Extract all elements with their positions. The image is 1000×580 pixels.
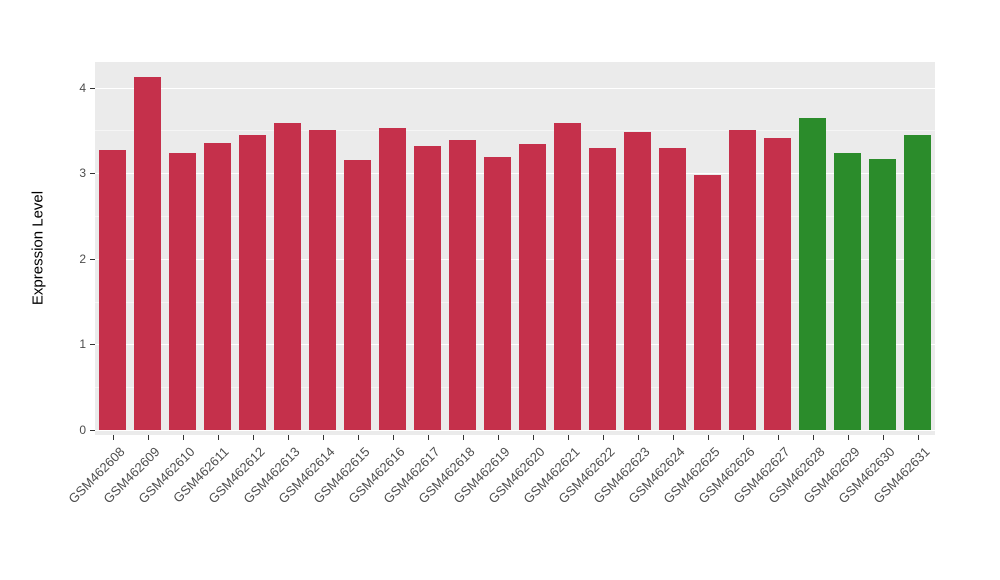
gridline-major <box>95 258 935 260</box>
x-axis-tick <box>742 435 744 440</box>
bar <box>764 138 791 430</box>
y-axis-tick <box>90 344 95 346</box>
bar <box>834 152 861 430</box>
bar <box>449 139 476 430</box>
x-axis-tick <box>392 435 394 440</box>
x-axis-tick <box>322 435 324 440</box>
bar <box>554 122 581 430</box>
x-axis-tick <box>497 435 499 440</box>
x-axis-tick <box>637 435 639 440</box>
bar <box>309 130 336 430</box>
bar <box>624 132 651 430</box>
y-tick-label: 2 <box>79 251 86 266</box>
plot-panel <box>95 62 935 435</box>
bar <box>589 148 616 430</box>
bar <box>519 144 546 430</box>
bar <box>239 134 266 430</box>
y-tick-label: 3 <box>79 166 86 181</box>
bar <box>99 150 126 430</box>
x-axis-tick <box>602 435 604 440</box>
bar <box>169 152 196 430</box>
y-tick-label: 1 <box>79 337 86 352</box>
x-axis-tick <box>462 435 464 440</box>
bar <box>414 145 441 430</box>
bar <box>904 134 931 430</box>
y-axis-tick <box>90 173 95 175</box>
gridline-minor <box>95 130 935 132</box>
gridline-major <box>95 430 935 431</box>
gridline-major <box>95 344 935 346</box>
x-axis-tick <box>532 435 534 440</box>
bar <box>484 157 511 430</box>
x-axis-tick <box>427 435 429 440</box>
bar <box>869 158 896 430</box>
y-tick-label: 4 <box>79 80 86 95</box>
x-axis-tick <box>917 435 919 440</box>
gridline-major <box>95 87 935 89</box>
x-axis-tick <box>847 435 849 440</box>
bar <box>344 159 371 430</box>
y-axis-tick <box>90 87 95 89</box>
y-axis-tick <box>90 430 95 431</box>
x-axis-tick <box>357 435 359 440</box>
bar <box>204 143 231 430</box>
y-axis-title: Expression Level <box>29 190 47 306</box>
y-tick-label: 0 <box>79 423 86 437</box>
bar <box>379 127 406 430</box>
x-axis-tick <box>672 435 674 440</box>
bar <box>799 118 826 430</box>
x-axis-tick <box>882 435 884 440</box>
gridline-minor <box>95 301 935 303</box>
x-axis-tick <box>777 435 779 440</box>
gridline-major <box>95 173 935 175</box>
bar <box>729 130 756 430</box>
bar <box>274 122 301 430</box>
bar <box>694 174 721 430</box>
gridline-minor <box>95 387 935 389</box>
x-axis-tick <box>182 435 184 440</box>
gridline-minor <box>95 216 935 218</box>
x-axis-tick <box>567 435 569 440</box>
x-axis-tick <box>707 435 709 440</box>
x-axis-tick <box>112 435 114 440</box>
bar <box>134 76 161 430</box>
bar <box>659 147 686 430</box>
x-axis-tick <box>147 435 149 440</box>
x-axis-tick <box>812 435 814 440</box>
x-axis-tick <box>252 435 254 440</box>
y-axis-tick <box>90 258 95 260</box>
x-axis-tick <box>217 435 219 440</box>
x-axis-tick <box>287 435 289 440</box>
